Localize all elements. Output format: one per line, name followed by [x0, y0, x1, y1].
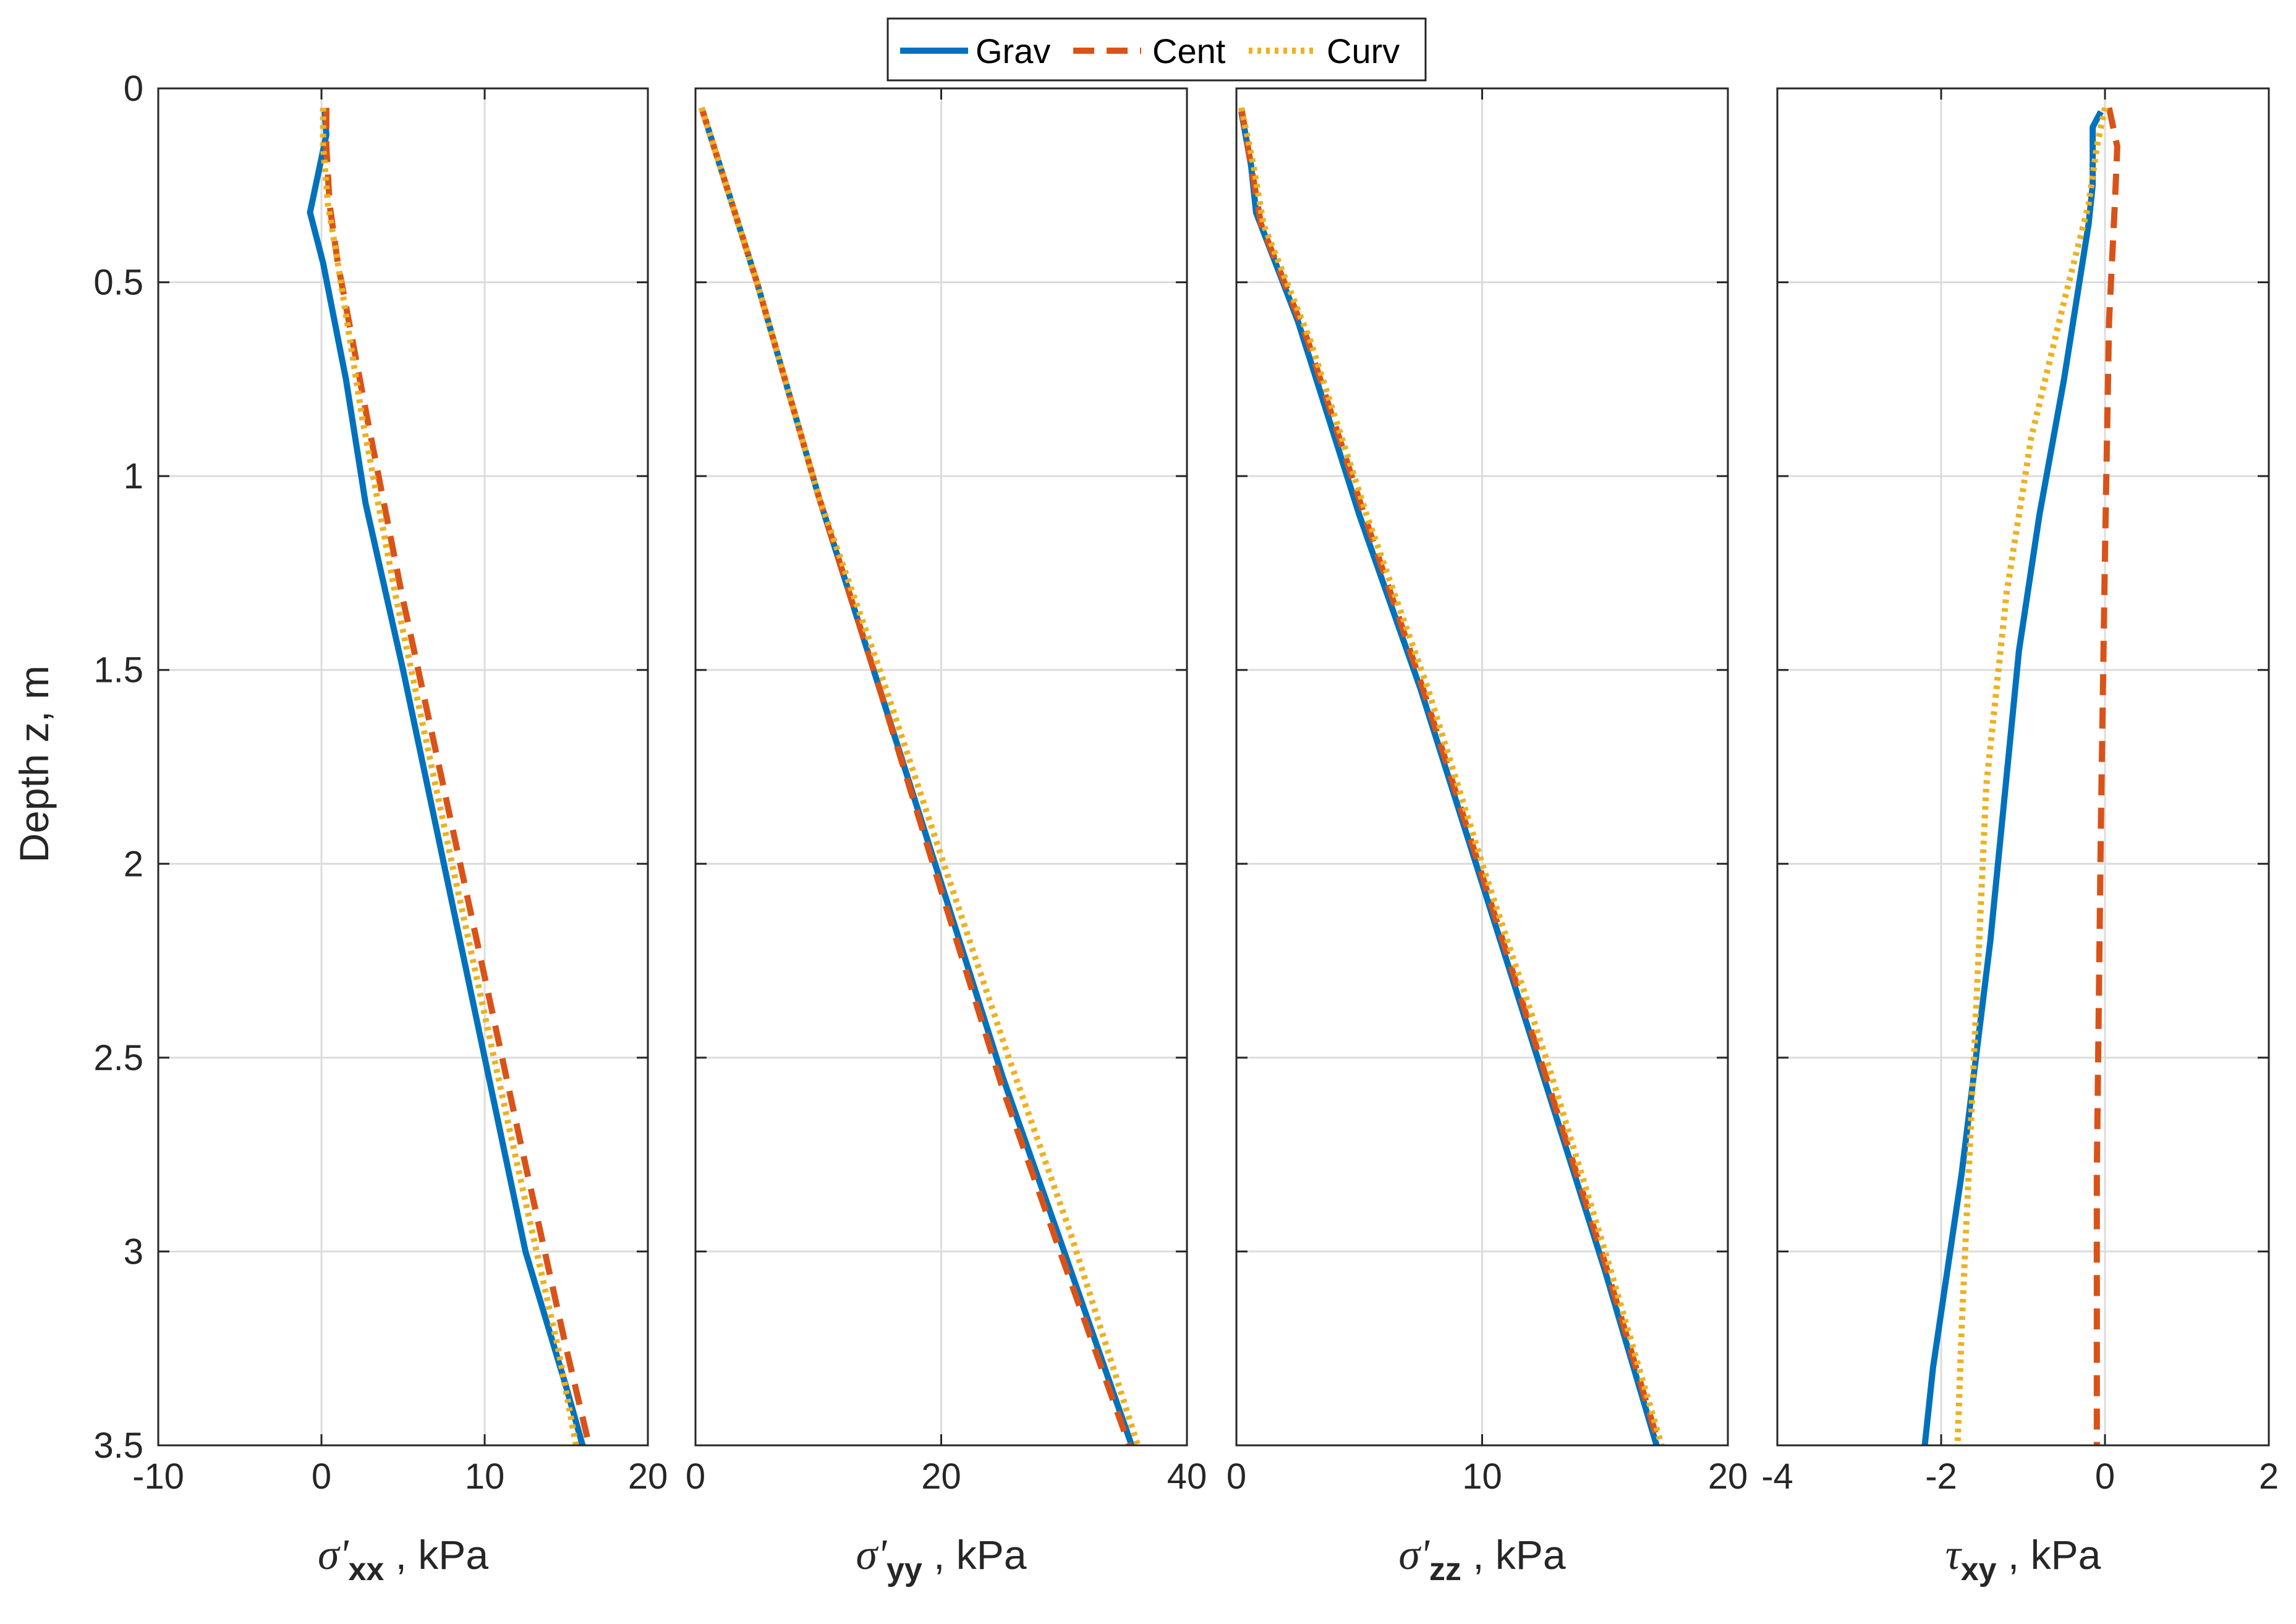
legend-label-grav: Grav: [976, 32, 1050, 70]
x-axis-title-symbol: σ': [1398, 1531, 1430, 1579]
x-tick-label: 10: [1462, 1456, 1502, 1497]
series-line-curv: [1954, 107, 2108, 1446]
series-line-grav: [1921, 110, 2104, 1446]
y-axis-title: Depth z, m: [11, 665, 57, 862]
x-tick-label: 20: [921, 1456, 961, 1497]
x-axis-title-subscript: xy: [1961, 1552, 1997, 1588]
x-axis-title-xy: τxy , kPa: [1945, 1531, 2101, 1588]
x-axis-title-symbol: σ': [856, 1531, 887, 1579]
x-tick-label: 0: [312, 1456, 331, 1497]
series-line-grav: [307, 111, 586, 1447]
x-tick-label: 20: [628, 1456, 668, 1497]
axes-box: [157, 87, 649, 1447]
legend-label-cent: Cent: [1152, 32, 1226, 70]
y-tick-label: 3: [124, 1231, 143, 1272]
x-axis-title-zz: σ'zz , kPa: [1398, 1531, 1566, 1588]
x-tick-label: 0: [2095, 1456, 2115, 1497]
legend: Grav Cent Curv: [887, 17, 1427, 82]
series-line-curv: [699, 106, 1141, 1447]
x-axis-title-subscript: yy: [887, 1552, 922, 1588]
x-tick-label: 10: [465, 1456, 505, 1497]
legend-label-curv: Curv: [1327, 32, 1400, 70]
x-tick-label: 20: [1708, 1456, 1748, 1497]
x-axis-title-symbol: σ': [318, 1531, 349, 1579]
series-line-curv: [1238, 107, 1665, 1447]
y-tick-label: 2.5: [93, 1038, 143, 1078]
x-axis-title-subscript: xx: [348, 1552, 384, 1588]
panel-zz: 0 10 20 σ'zz , kPa: [1227, 87, 1748, 1588]
x-tick-label: -4: [1761, 1456, 1793, 1497]
x-axis-title-unit: , kPa: [1997, 1532, 2101, 1578]
panel-xy: -4 -2 0 2 τxy , kPa: [1761, 87, 2279, 1588]
x-tick-label: 0: [1227, 1456, 1246, 1497]
y-tick-label: 0: [124, 69, 143, 109]
y-tick-label: 3.5: [93, 1426, 143, 1466]
series-line-curv: [320, 108, 579, 1446]
y-tick-label: 1.5: [93, 650, 143, 691]
series-line-cent: [2093, 107, 2120, 1445]
x-tick-label: -10: [132, 1456, 184, 1497]
x-axis-title-subscript: zz: [1429, 1552, 1461, 1588]
x-tick-label: 2: [2259, 1456, 2279, 1497]
x-axis-title-unit: , kPa: [922, 1532, 1027, 1578]
axes-box: [1776, 87, 2270, 1447]
x-axis-title-symbol: τ: [1945, 1531, 1963, 1579]
y-tick-label: 1: [124, 456, 143, 496]
series-line-cent: [1238, 107, 1662, 1447]
x-tick-label: 40: [1167, 1456, 1207, 1497]
legend-box: [887, 17, 1427, 82]
x-tick-label: 0: [686, 1456, 705, 1497]
panel-xx: -10 0 10 20 0 0.5 1 1.5 2 2.5 3 3.5 σ'xx , kPa: [93, 69, 668, 1588]
x-axis-title-unit: , kPa: [1461, 1532, 1566, 1578]
x-axis-title-yy: σ'yy , kPa: [856, 1531, 1026, 1588]
panel-yy: 0 20 40 σ'yy , kPa: [686, 87, 1207, 1588]
y-tick-label: 0.5: [93, 263, 143, 303]
x-axis-title-unit: , kPa: [384, 1532, 488, 1578]
x-axis-title-xx: σ'xx , kPa: [318, 1531, 488, 1588]
y-tick-label: 2: [124, 844, 143, 884]
x-tick-label: -2: [1925, 1456, 1957, 1497]
series-line-cent: [323, 108, 592, 1447]
